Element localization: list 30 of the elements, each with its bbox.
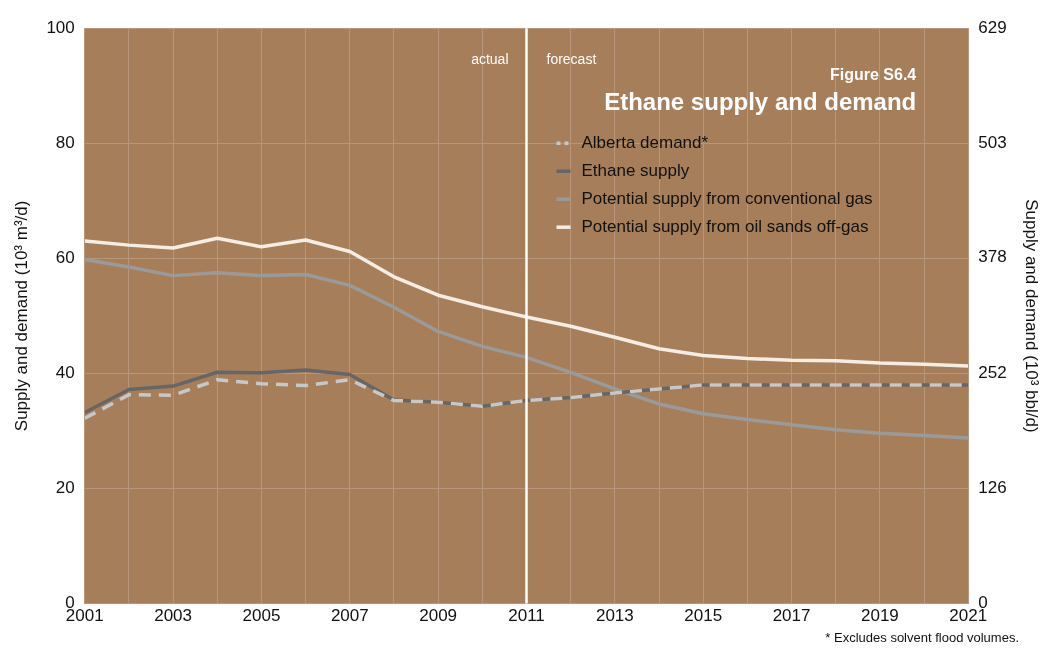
- x-tick-label: 2011: [508, 606, 545, 626]
- y2-tick-label: 252: [978, 362, 1007, 382]
- text: Figure S6.4: [829, 65, 917, 83]
- y-axis-title: Supply and demand (10³ m³/d): [11, 200, 31, 432]
- x-tick-label: 2013: [595, 606, 634, 626]
- legend-label: Potential supply from conventional gas: [581, 188, 873, 208]
- text: * Excludes solvent flood volumes.: [824, 630, 1020, 645]
- legend-label: Alberta demand*: [581, 132, 709, 152]
- x-tick-label: 2019: [860, 606, 899, 626]
- legend-label: Ethane supply: [581, 160, 690, 180]
- y2-tick-label: 126: [978, 478, 1007, 498]
- legend-label: Potential supply from oil sands off-gas: [581, 216, 869, 236]
- x-tick-label: 2009: [419, 606, 458, 626]
- x-tick-label: 2015: [684, 606, 723, 626]
- annotation: actual: [471, 51, 509, 68]
- x-tick-label: 2003: [154, 606, 193, 626]
- y-tick-label: 100: [46, 17, 75, 37]
- y2-tick-label: 378: [978, 247, 1007, 267]
- y-tick-label: 60: [55, 248, 75, 268]
- y2-tick-label: 503: [978, 133, 1007, 153]
- text: Ethane supply and demand: [604, 87, 917, 115]
- x-tick-label: 2017: [772, 606, 811, 626]
- x-tick-label: 2005: [242, 606, 281, 626]
- y-tick-label: 40: [55, 363, 75, 383]
- y-tick-label: 20: [55, 478, 75, 498]
- y-tick-label: 80: [55, 132, 75, 152]
- y2-axis-title: Supply and demand (10³ bbl/d): [1022, 199, 1042, 433]
- y2-tick-label: 629: [978, 17, 1007, 37]
- x-tick-label: 2007: [330, 606, 369, 626]
- annotation: forecast: [546, 51, 597, 68]
